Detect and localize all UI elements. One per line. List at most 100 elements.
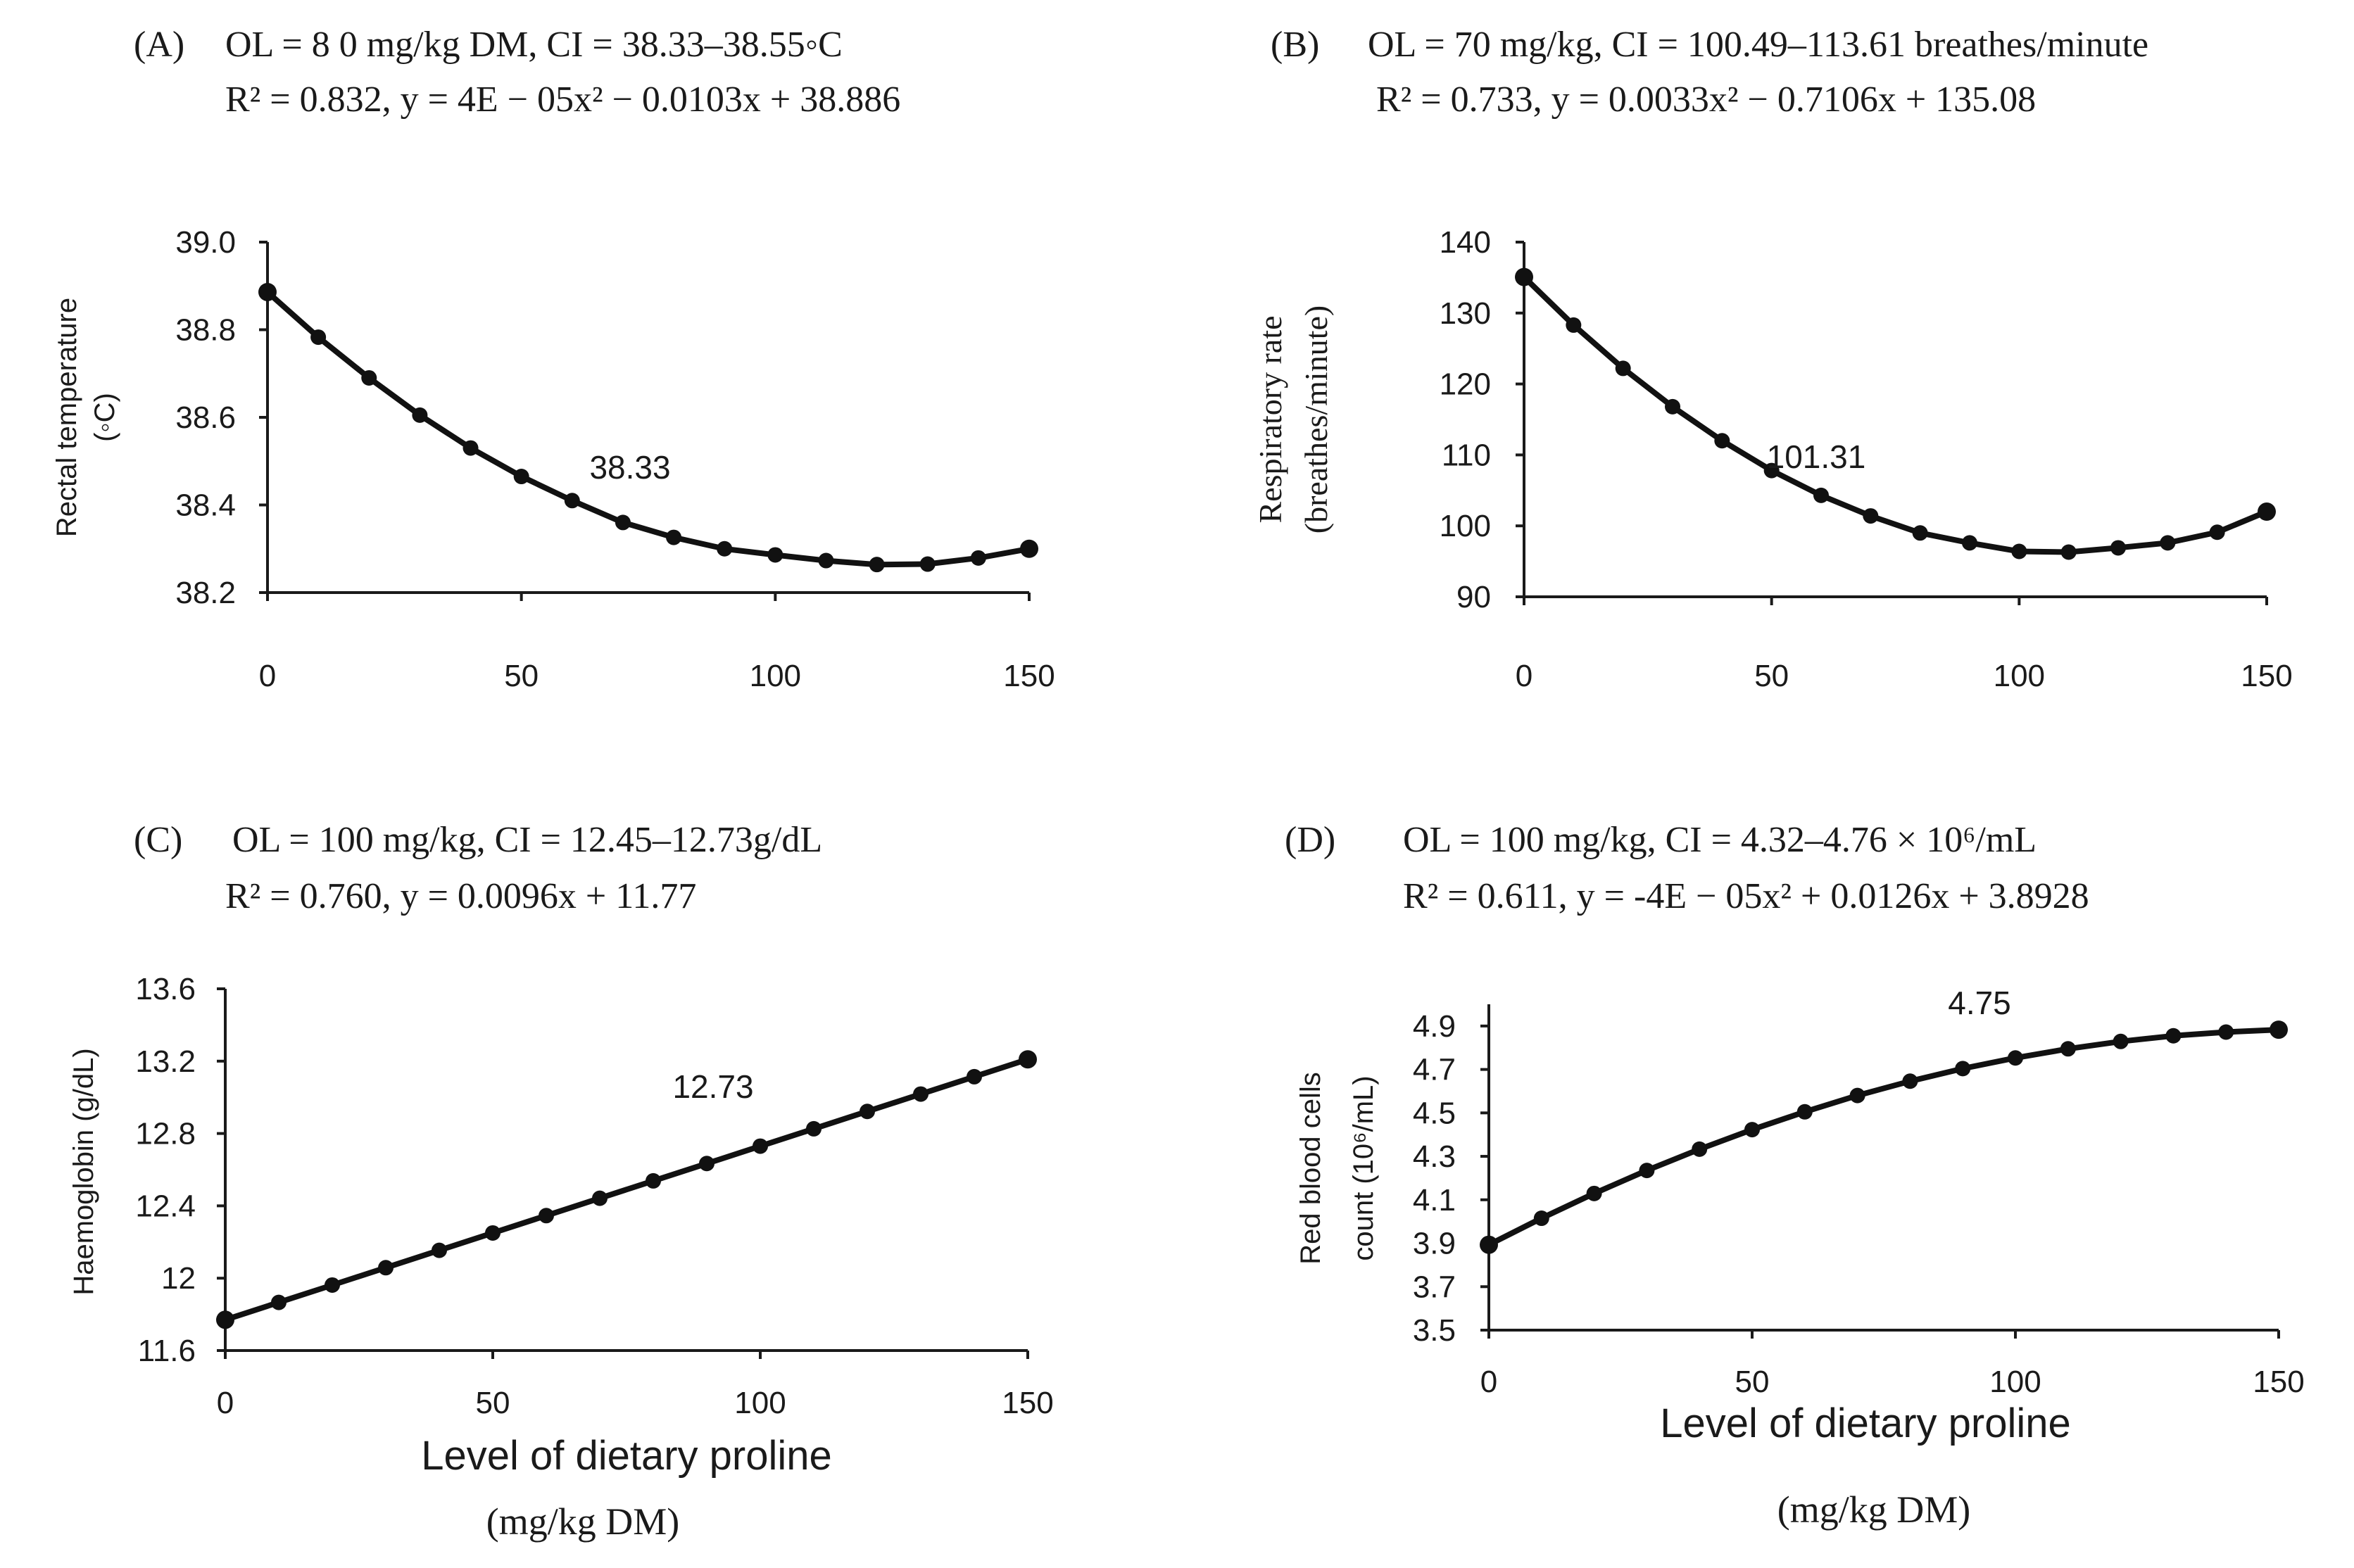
panel-d-y-tick-label: 4.3 [1413,1139,1456,1174]
panel-d-y-tick-label: 4.1 [1413,1183,1456,1218]
panel-a-label: (A) [134,25,184,65]
panel-a-data-point [615,514,631,531]
panel-b-y-tick-label: 130 [1440,296,1491,331]
panel-a-header-line2: R² = 0.832, y = 4E − 05x² − 0.0103x + 38… [225,80,900,120]
panel-b-series-line [1522,274,2268,555]
panel-a-data-point [361,369,377,386]
panel-a-data-point [564,493,580,509]
panel-a-data-point [258,282,277,301]
panel-b-data-point [2060,544,2077,560]
panel-b-x-tick-label: 0 [1516,659,1532,693]
panel-d-x-tick-label: 0 [1480,1365,1497,1399]
panel-a-x-tick-label: 150 [1003,659,1055,693]
panel-d-data-point [2270,1020,2288,1039]
panel-a-y-tick-label: 38.4 [175,488,236,523]
panel-b-y-tick-label: 90 [1456,580,1491,614]
panel-c-data-point [325,1277,340,1293]
panel-a-series-line [265,290,1030,568]
panel-a-data-point [767,547,783,563]
panel-c-x-tick-label: 150 [1002,1386,1053,1420]
panel-d-data-point [1533,1210,1549,1227]
panel-c-header-line2: R² = 0.760, y = 0.0096x + 11.77 [225,876,696,916]
panel-d-data-point [1902,1073,1918,1089]
panel-d-y-tick-label: 4.9 [1413,1009,1456,1044]
panel-d-data-point [1639,1163,1655,1179]
panel-c-x-tick-label: 0 [217,1386,234,1420]
panel-c-series-line [224,1056,1029,1323]
panel-d-data-point [2008,1050,2023,1066]
panel-c-data-point [753,1138,768,1154]
panel-d-y-tick-label: 3.5 [1413,1313,1456,1348]
panel-d-series-line [1487,1027,2279,1248]
panel-d-y-tick-label: 3.7 [1413,1270,1456,1304]
panel-d-x-tick-label: 150 [2253,1365,2304,1399]
panel-c-data-point [860,1104,875,1120]
panel-b-y-tick-label: 120 [1440,367,1491,402]
panel-b-y-tick-label: 110 [1442,438,1491,472]
panel-b-data-point [2160,535,2176,551]
panel-d-annotation: 4.75 [1948,985,2011,1021]
panel-b-data-point [1912,525,1928,541]
panel-d-data-point [2218,1024,2234,1040]
panel-c-x-axis-unit: (mg/kg DM) [486,1500,679,1543]
panel-c-data-point [271,1294,287,1310]
panel-a-data-point [970,550,986,566]
panel-b-y-axis-label: (breathes/minute) [1298,305,1334,533]
panel-d-y-axis-label: count (10⁶/mL) [1348,1075,1379,1260]
panel-b-data-point [2110,540,2126,556]
panel-d-data-point [1692,1141,1708,1157]
panel-b-header-line2: R² = 0.733, y = 0.0033x² − 0.7106x + 135… [1376,80,2036,120]
panel-a-data-point [666,529,682,545]
panel-a-x-tick-label: 0 [259,659,276,693]
panel-c-x-axis-label: Level of dietary proline [421,1433,832,1479]
panel-c-y-tick-label: 12.8 [135,1117,196,1151]
panel-c-data-point [1019,1050,1037,1069]
panel-a-data-point [412,407,428,423]
panel-b-data-point [1665,398,1680,415]
panel-d-y-axis-label: Red blood cells [1295,1072,1326,1265]
panel-c-y-tick-label: 13.2 [135,1044,196,1079]
panel-d-data-point [2113,1033,2129,1049]
panel-b-x-tick-label: 100 [1994,659,2045,693]
panel-b-y-axis-label: Respiratory rate [1252,315,1288,523]
panel-a-data-point [462,440,479,456]
panel-b-y-tick-label: 140 [1440,225,1491,260]
panel-a-data-point [869,557,885,573]
panel-b-x-tick-label: 150 [2241,659,2292,693]
panel-d-data-point [1796,1104,1813,1120]
panel-a-data-point [818,552,834,569]
panel-c-y-axis-label: Haemoglobin (g/dL) [68,1048,99,1295]
panel-b-data-point [2209,524,2225,540]
panel-d-y-tick-label: 4.5 [1413,1096,1456,1130]
panel-b-data-point [1813,487,1829,503]
panel-a-y-tick-label: 38.8 [175,313,236,348]
panel-a-data-point [310,329,327,346]
panel-a-x-tick-label: 100 [750,659,801,693]
panel-d-data-point [2165,1028,2182,1044]
panel-c-y-tick-label: 11.6 [138,1334,196,1368]
panel-c-data-point [432,1242,447,1258]
panel-a-data-point [1020,539,1038,558]
panel-b-header-line1: OL = 70 mg/kg, CI = 100.49–113.61 breath… [1368,25,2148,65]
panel-b-data-point [1566,317,1582,333]
panel-c-data-point [216,1310,234,1329]
panel-c-data-point [592,1190,608,1206]
panel-c-data-point [967,1068,982,1085]
panel-d-data-point [1849,1087,1865,1104]
panel-c-data-point [485,1225,501,1241]
panel-b-annotation: 101.31 [1767,438,1866,475]
panel-b-data-point [1615,360,1631,377]
panel-c-y-tick-label: 13.6 [135,972,196,1006]
panel-a-x-tick-label: 50 [504,659,539,693]
panel-c-data-point [539,1208,554,1224]
panel-c-x-tick-label: 100 [734,1386,786,1420]
panel-b-label: (B) [1271,25,1319,65]
panel-b-y-tick-label: 100 [1440,509,1491,543]
panel-a-header-line1: OL = 8 0 mg/kg DM, CI = 38.33–38.55◦C [225,25,843,65]
panel-a-data-point [513,469,529,485]
panel-b-data-point [1714,433,1730,449]
panel-c-data-point [699,1156,715,1172]
panel-a-y-tick-label: 38.6 [175,400,236,435]
panel-d-header-line2: R² = 0.611, y = -4E − 05x² + 0.0126x + 3… [1403,876,2089,916]
